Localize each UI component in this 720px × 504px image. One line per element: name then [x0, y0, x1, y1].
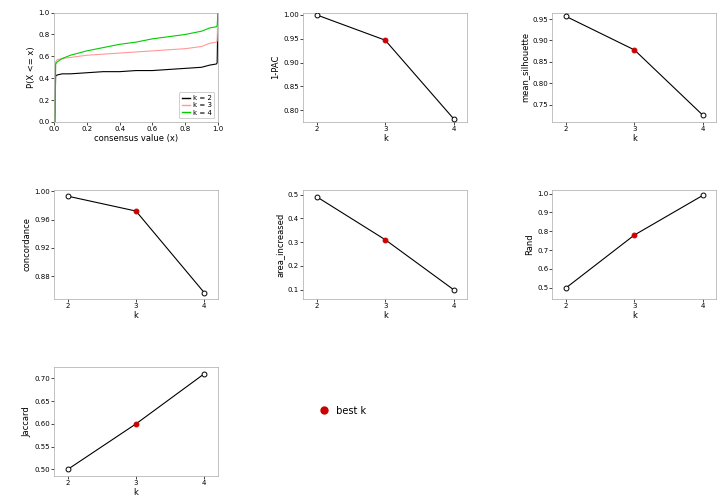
Y-axis label: Rand: Rand — [526, 234, 534, 255]
X-axis label: k: k — [133, 488, 138, 497]
Y-axis label: Jaccard: Jaccard — [22, 406, 31, 437]
Legend:  best k: best k — [316, 402, 370, 419]
X-axis label: k: k — [133, 310, 138, 320]
Legend: k = 2, k = 3, k = 4: k = 2, k = 3, k = 4 — [179, 92, 215, 118]
Y-axis label: mean_silhouette: mean_silhouette — [521, 32, 530, 102]
X-axis label: k: k — [383, 134, 387, 143]
Y-axis label: P(X <= x): P(X <= x) — [27, 46, 36, 88]
X-axis label: k: k — [632, 134, 637, 143]
X-axis label: k: k — [383, 310, 387, 320]
Y-axis label: concordance: concordance — [22, 217, 31, 272]
X-axis label: k: k — [632, 310, 637, 320]
X-axis label: consensus value (x): consensus value (x) — [94, 134, 178, 143]
Y-axis label: area_increased: area_increased — [276, 212, 285, 277]
Y-axis label: 1-PAC: 1-PAC — [271, 55, 281, 80]
